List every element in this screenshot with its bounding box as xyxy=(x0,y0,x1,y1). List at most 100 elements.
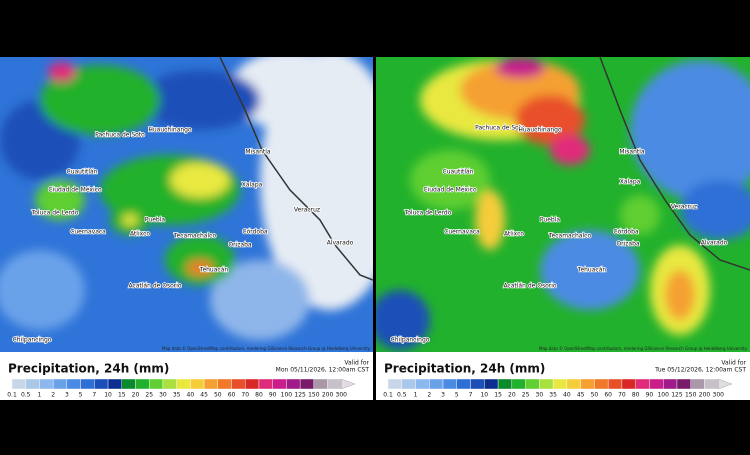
colorbar-label: 200 xyxy=(322,392,334,399)
colorbar-box xyxy=(607,378,623,390)
place-label: Cuernavaca xyxy=(70,229,106,236)
colorbar-box xyxy=(299,378,315,390)
colorbar-label: 30 xyxy=(159,392,167,399)
colorbar-label: 30 xyxy=(536,392,544,399)
colorbar-box xyxy=(497,378,513,390)
colorbar-box xyxy=(470,378,485,390)
colorbar-box xyxy=(539,378,554,390)
colorbar-arrow xyxy=(341,378,356,390)
place-label: Cuernavaca xyxy=(444,229,480,236)
colorbar-box xyxy=(442,378,458,390)
place-label: Orizaba xyxy=(228,242,251,249)
valid-label: Valid for xyxy=(344,360,369,367)
colorbar-box xyxy=(635,378,650,390)
colorbar-box xyxy=(511,378,526,390)
colorbar-box xyxy=(52,378,68,390)
place-label: Acatlán de Osorio xyxy=(128,283,181,290)
colorbar-label: 70 xyxy=(618,392,626,399)
valid-label: Valid for xyxy=(721,360,746,367)
colorbar-box xyxy=(231,378,246,390)
place-label: Orizaba xyxy=(616,241,639,248)
colorbar-label: 90 xyxy=(269,392,277,399)
place-label: Toluca de Lerdo xyxy=(31,210,79,217)
colorbar-label: 0.5 xyxy=(397,392,407,399)
place-label: Cuautitlán xyxy=(443,169,474,176)
place-label: Xalapa xyxy=(620,179,641,186)
colorbar-label: 80 xyxy=(632,392,640,399)
colorbar-box xyxy=(676,378,691,390)
colorbar-box xyxy=(135,378,150,390)
place-label: Tehuacán xyxy=(199,267,229,274)
colorbar-box xyxy=(25,378,40,390)
colorbar-label: 2 xyxy=(51,392,55,399)
colorbar-box xyxy=(525,378,540,390)
legend-panel-right xyxy=(376,352,750,400)
place-label: Misantla xyxy=(619,149,644,156)
colorbar-label: 125 xyxy=(294,392,306,399)
colorbar-label: 35 xyxy=(549,392,557,399)
colorbar-label: 100 xyxy=(657,392,669,399)
colorbar-box xyxy=(690,378,705,390)
colorbar-label: 25 xyxy=(522,392,530,399)
colorbar-box xyxy=(621,378,636,390)
colorbar-box xyxy=(121,378,136,390)
colorbar-box xyxy=(107,378,122,390)
place-label: Misantla xyxy=(245,149,270,156)
colorbar-box xyxy=(176,378,191,390)
colorbar-label: 150 xyxy=(308,392,320,399)
place-label: Puebla xyxy=(540,217,560,224)
colorbar-label: 150 xyxy=(685,392,697,399)
place-label: Chilpancingo xyxy=(13,337,52,344)
colorbar-label: 15 xyxy=(118,392,126,399)
place-label: Ciudad de México xyxy=(48,187,102,194)
colorbar-box xyxy=(245,378,260,390)
colorbar-box xyxy=(217,378,232,390)
colorbar-label: 35 xyxy=(173,392,181,399)
colorbar-label: 45 xyxy=(577,392,585,399)
colorbar-label: 90 xyxy=(646,392,654,399)
colorbar-label: 200 xyxy=(699,392,711,399)
colorbar-box xyxy=(66,378,81,390)
place-label: Córdoba xyxy=(242,229,268,236)
colorbar-box xyxy=(80,378,95,390)
colorbar-box xyxy=(11,378,26,390)
place-label: Atlixco xyxy=(130,231,150,238)
map-left xyxy=(0,57,373,352)
colorbar-label: 125 xyxy=(671,392,683,399)
colorbar-label: 10 xyxy=(480,392,488,399)
colorbar-label: 60 xyxy=(228,392,236,399)
colorbar-box xyxy=(327,378,342,390)
colorbar-box xyxy=(148,378,164,390)
colorbar-box xyxy=(313,378,328,390)
legend-title: Precipitation, 24h (mm) xyxy=(8,362,169,376)
colorbar-label: 70 xyxy=(241,392,249,399)
place-label: Pachuca de Soto xyxy=(95,132,145,139)
colorbar-box xyxy=(580,378,595,390)
place-label: Tecamachalco xyxy=(173,233,217,240)
colorbar-box xyxy=(649,378,664,390)
colorbar-label: 40 xyxy=(187,392,195,399)
colorbar-label: 15 xyxy=(494,392,502,399)
legend-panel-left xyxy=(0,352,373,400)
colorbar-label: 25 xyxy=(145,392,153,399)
place-label: Alvarado xyxy=(701,240,728,247)
colorbar-label: 3 xyxy=(65,392,69,399)
colorbar-box xyxy=(387,378,402,390)
place-label: Veracruz xyxy=(294,207,320,214)
place-label: Ciudad de México xyxy=(423,187,477,194)
colorbar-box xyxy=(429,378,444,390)
attribution: Map data © OpenStreetMap contributors, r… xyxy=(539,346,748,351)
place-label: Atlixco xyxy=(504,231,524,238)
place-label: Toluca de Lerdo xyxy=(404,210,452,217)
place-label: Alvarado xyxy=(327,240,354,247)
colorbar-box xyxy=(286,378,301,390)
colorbar-label: 1 xyxy=(38,392,42,399)
colorbar-box xyxy=(484,378,499,390)
colorbar-box xyxy=(258,378,273,390)
place-label: Huauchinango xyxy=(518,127,562,134)
colorbar-label: 0.5 xyxy=(21,392,31,399)
colorbar-box xyxy=(594,378,609,390)
colorbar-label: 60 xyxy=(604,392,612,399)
